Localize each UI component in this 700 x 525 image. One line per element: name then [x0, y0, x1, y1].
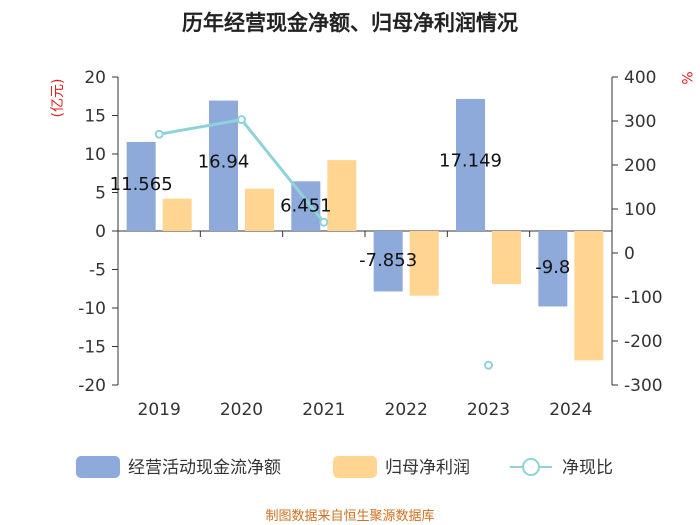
- net-profit-bar: [245, 188, 274, 231]
- cash-flow-bar: [373, 231, 403, 292]
- left-axis-tick-label: 0: [95, 222, 106, 242]
- bars: [126, 98, 604, 361]
- ratio-line-segment: [240, 118, 326, 224]
- right-axis-tick-label: -100: [624, 288, 663, 308]
- net-profit-bar: [409, 231, 439, 296]
- right-axis-tick-label: 0: [624, 244, 635, 264]
- x-axis-tick-label: 2022: [385, 400, 428, 420]
- data-label: 11.565: [110, 174, 173, 195]
- left-axis-tick-label: 15: [84, 107, 106, 127]
- right-axis-tick-label: 100: [624, 200, 656, 220]
- data-label: 6.451: [280, 196, 332, 217]
- right-axis-tick-label: -300: [624, 376, 663, 396]
- left-axis-tick-label: 20: [84, 68, 106, 88]
- x-axis-tick-label: 2020: [220, 400, 263, 420]
- legend-swatch-cash-flow: [76, 456, 120, 478]
- x-axis-tick-label: 2019: [138, 400, 181, 420]
- right-axis-tick-label: 400: [624, 68, 656, 88]
- data-labels: 11.565 16.94 6.451 -7.853 17.149 -9.8: [110, 150, 571, 278]
- net-profit-bar: [327, 160, 357, 231]
- net-profit-bar: [574, 231, 604, 361]
- ratio-line: [154, 115, 493, 370]
- left-axis-tick-label: 5: [95, 184, 106, 204]
- cash-flow-bar: [538, 231, 568, 307]
- chart-title: 历年经营现金净额、归母净利润情况: [182, 11, 518, 35]
- data-label: 17.149: [439, 150, 502, 171]
- right-unit-label: %: [678, 71, 694, 84]
- cash-flow-bar: [126, 141, 156, 231]
- ratio-line-segment: [158, 118, 242, 136]
- data-label: 16.94: [198, 151, 250, 172]
- axes: 20 15 10 5 0 -5 -10 -15 -20 400 300 200 100 0 -100 -200…: [78, 68, 662, 420]
- left-unit-label: (亿元): [50, 79, 66, 118]
- right-axis-tick-label: 300: [624, 112, 656, 132]
- legend: 经营活动现金流净额 归母净利润 净现比: [76, 456, 613, 478]
- ratio-point: [319, 217, 329, 227]
- ratio-point: [484, 360, 493, 370]
- left-axis-tick-label: -10: [78, 299, 106, 319]
- x-axis-tick-label: 2024: [549, 400, 592, 420]
- net-profit-bar: [162, 198, 192, 231]
- legend-label-net-profit: 归母净利润: [385, 458, 470, 478]
- left-axis-tick-label: -5: [89, 261, 106, 281]
- ratio-point: [237, 115, 246, 125]
- legend-marker-ratio: [522, 458, 540, 476]
- right-axis-tick-label: -200: [624, 332, 663, 352]
- right-axis-tick-label: 200: [624, 156, 656, 176]
- left-axis-tick-label: -15: [78, 338, 106, 358]
- data-label: -9.8: [535, 257, 570, 278]
- x-axis-tick-label: 2021: [302, 400, 345, 420]
- legend-swatch-net-profit: [333, 456, 377, 478]
- legend-label-ratio: 净现比: [562, 458, 613, 478]
- x-axis-tick-label: 2023: [467, 400, 510, 420]
- left-axis-tick-label: -20: [78, 376, 106, 396]
- ratio-point: [154, 129, 164, 139]
- source-note: 制图数据来自恒生聚源数据库: [265, 508, 434, 524]
- legend-label-cash-flow: 经营活动现金流净额: [128, 458, 281, 478]
- data-label: -7.853: [359, 250, 417, 271]
- cash-flow-bar: [456, 98, 485, 231]
- left-axis-tick-label: 10: [84, 145, 106, 165]
- net-profit-bar: [492, 231, 521, 285]
